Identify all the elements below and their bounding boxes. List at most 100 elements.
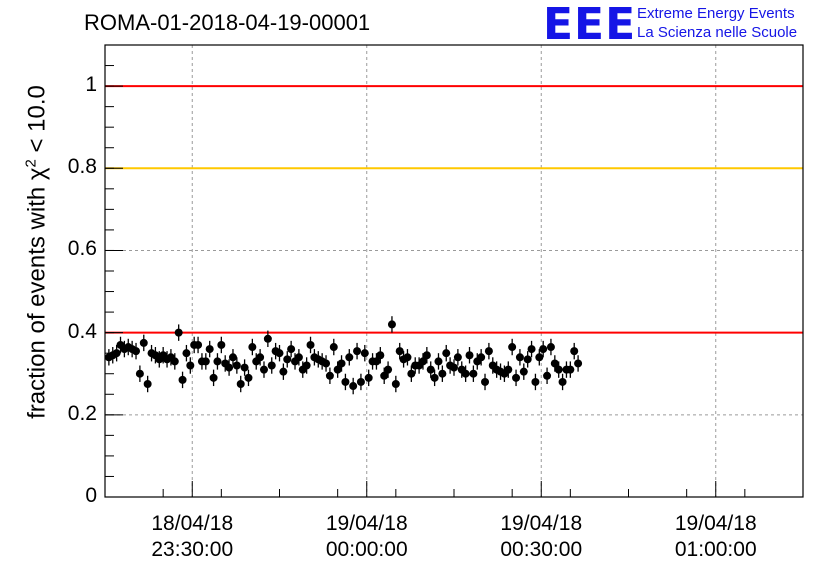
chart-title: ROMA-01-2018-04-19-00001 [84,10,371,35]
point-marker [395,347,404,356]
data-point [228,349,237,366]
data-point [143,375,152,393]
data-point [442,344,451,362]
x-tick-time: 00:00:00 [325,538,408,561]
data-point [213,353,222,370]
data-point [523,351,532,368]
data-point [512,369,521,387]
point-marker [232,361,241,370]
data-point [531,373,540,391]
point-marker [465,351,474,360]
data-point [209,369,218,387]
data-point [566,361,575,378]
point-marker [477,353,486,362]
data-point [387,316,396,333]
data-point [504,361,513,378]
data-point [135,365,144,382]
axis-ticks [104,44,804,498]
eee-logo-text: Extreme Energy Events La Scienza nelle S… [637,4,797,42]
point-marker [422,351,431,360]
data-point [539,340,548,358]
data-point [225,359,234,376]
data-point [353,342,362,360]
y-tick-label: 0.4 [67,319,97,343]
point-marker [341,377,350,386]
data-point [329,338,338,356]
point-marker [515,353,524,362]
point-marker [484,347,493,356]
data-point [554,361,563,378]
data-point [139,334,148,352]
point-marker [279,367,288,376]
data-point [519,363,528,380]
y-tick-label: 0.2 [67,401,97,425]
point-marker [217,340,226,349]
data-point [450,359,458,376]
plot-frame [104,44,804,498]
data-point [232,357,241,374]
point-marker [174,328,183,337]
point-marker [302,361,311,370]
data-point [178,371,187,389]
point-marker [461,369,470,378]
point-marker [283,355,292,364]
point-marker [345,353,354,362]
data-point [205,340,214,358]
data-point [384,361,393,378]
data-point [535,349,544,366]
data-point [360,344,369,362]
data-point [322,355,331,372]
point-marker [372,357,381,366]
y-axis-label: fraction of events with χ2 < 10.0 [23,85,52,419]
data-point [434,353,443,370]
point-marker [450,363,458,372]
point-marker [259,365,268,374]
data-point [345,349,354,366]
point-marker [349,382,358,391]
point-marker [376,351,385,360]
y-axis-label-suffix: < 10.0 [23,85,51,160]
point-marker [453,353,462,362]
x-tick-date: 19/04/18 [674,512,757,535]
data-point [430,369,439,387]
data-point [403,349,412,366]
data-point [194,336,203,354]
data-point [244,369,253,387]
data-point [283,351,292,368]
data-point [438,365,447,382]
point-marker [225,363,234,372]
logo-line-1: Extreme Energy Events [637,5,795,22]
y-tick-label: 0.8 [67,155,97,179]
data-point [217,336,226,354]
point-marker [294,353,303,362]
point-marker [306,340,315,349]
data-point [248,338,257,356]
point-marker [194,340,203,349]
data-point [543,367,552,384]
point-marker [139,338,148,347]
data-point [325,367,334,384]
point-marker [434,357,443,366]
x-tick-date: 19/04/18 [500,512,583,535]
data-point [422,347,431,364]
point-marker [566,365,575,374]
point-marker [384,365,393,374]
point-marker [403,353,412,362]
data-point [279,363,288,380]
point-marker [546,343,555,352]
point-marker [364,373,373,382]
point-marker [132,347,141,356]
data-point [395,342,404,360]
point-marker [287,345,296,354]
logo-line-2: La Scienza nelle Scuole [637,24,798,41]
data-point [287,340,296,358]
reference-lines [105,85,803,334]
data-point [112,344,121,362]
point-marker [550,359,559,368]
grid-lines [105,45,803,497]
data-point [256,349,265,366]
eee-logo-mark: EEE [543,0,637,50]
data-point [186,357,195,374]
point-marker [523,355,532,364]
data-point [558,373,567,391]
